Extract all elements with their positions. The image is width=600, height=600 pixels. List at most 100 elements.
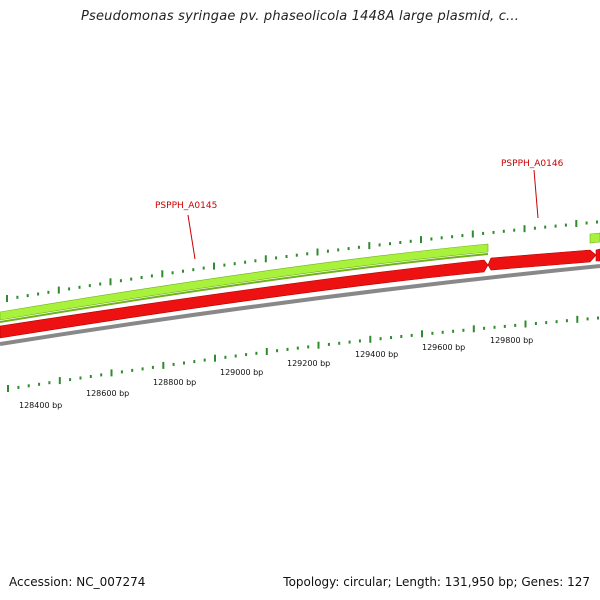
outer-tick [337, 248, 340, 252]
gene-feature-reverse-2[interactable] [487, 249, 597, 271]
inner-tick-marks [7, 315, 599, 392]
inner-tick [151, 365, 154, 369]
inner-tick [410, 333, 413, 337]
inner-tick [100, 373, 103, 377]
outer-tick [254, 259, 257, 263]
inner-tick [514, 323, 517, 327]
inner-tick [483, 326, 486, 330]
outer-tick [57, 286, 60, 294]
ruler-label: 129800 bp [490, 336, 533, 345]
inner-tick [48, 381, 51, 385]
inner-tick [255, 351, 258, 355]
outer-tick [213, 262, 215, 270]
outer-tick [306, 252, 309, 256]
outer-tick [399, 241, 402, 244]
inner-tick [17, 385, 20, 389]
inner-tick [89, 375, 92, 378]
outer-tick [502, 229, 505, 233]
inner-tick [452, 329, 455, 333]
inner-tick [421, 330, 423, 338]
inner-tick [203, 358, 206, 362]
outer-tick [471, 230, 474, 238]
outer-tick [37, 292, 40, 296]
inner-tick [576, 315, 579, 323]
gene-feature-forward-2[interactable] [589, 232, 600, 244]
outer-tick [316, 248, 319, 256]
inner-tick [524, 320, 527, 328]
gene-feature-reverse-3[interactable] [595, 248, 600, 262]
inner-tick [586, 317, 589, 321]
ruler-label: 129600 bp [422, 343, 465, 352]
outer-tick [492, 230, 495, 234]
ruler-label: 129000 bp [220, 368, 263, 377]
map-summary-text: Topology: circular; Length: 131,950 bp; … [283, 575, 590, 589]
outer-tick [451, 235, 454, 239]
outer-tick [192, 268, 195, 272]
inner-tick [276, 349, 279, 353]
gene-feature-forward-1[interactable] [0, 243, 489, 321]
outer-tick [295, 253, 298, 257]
ruler-labels: 128400 bp 128600 bp 128800 bp 129000 bp 1292… [19, 336, 533, 410]
outer-tick [461, 234, 464, 238]
inner-tick [317, 341, 320, 349]
outer-tick [564, 223, 567, 227]
outer-tick [130, 277, 133, 281]
inner-tick [110, 369, 113, 377]
forward-track-shadow [0, 253, 489, 323]
gene-feature-reverse-1[interactable] [0, 259, 489, 339]
ruler-label: 129200 bp [287, 359, 330, 368]
inner-tick [245, 353, 248, 357]
outer-tick [109, 278, 112, 286]
outer-tick [202, 266, 205, 270]
outer-tick [119, 279, 122, 283]
outer-tick [326, 249, 329, 253]
inner-tick [120, 370, 123, 374]
outer-tick [554, 224, 557, 228]
outer-tick [233, 262, 236, 266]
outer-tick [223, 263, 226, 267]
outer-tick [275, 256, 278, 260]
inner-tick [358, 339, 361, 343]
outer-tick [420, 236, 422, 244]
outer-tick [430, 237, 433, 241]
outer-tick [99, 282, 102, 286]
outer-tick [523, 225, 526, 233]
ruler-label: 128800 bp [153, 378, 196, 387]
outer-tick [150, 274, 153, 278]
gene-label-pspph_a0146[interactable]: PSPPH_A0146 [501, 159, 564, 169]
outer-tick [47, 290, 50, 294]
outer-tick [585, 221, 588, 225]
inner-tick [348, 340, 351, 344]
ruler-label: 128400 bp [19, 401, 62, 410]
outer-tick [482, 231, 485, 235]
gene-label-pspph_a0145[interactable]: PSPPH_A0145 [155, 201, 217, 211]
inner-tick [27, 384, 30, 388]
inner-tick [555, 320, 558, 324]
outer-tick [596, 220, 598, 224]
outer-tick [368, 242, 371, 250]
inner-tick [503, 324, 506, 328]
inner-tick [296, 346, 299, 350]
outer-tick [389, 242, 391, 246]
outer-tick [78, 285, 81, 289]
outer-tick [171, 271, 174, 275]
inner-tick [7, 385, 9, 392]
inner-tick [338, 341, 341, 345]
inner-tick [545, 321, 548, 325]
inner-tick [472, 325, 475, 333]
inner-tick [307, 345, 310, 349]
inner-tick [193, 360, 196, 364]
outer-tick [575, 220, 578, 227]
inner-tick [131, 368, 134, 372]
outer-tick [68, 287, 71, 291]
gene-label-leader-2 [533, 169, 539, 219]
outer-tick [347, 247, 350, 251]
inner-tick [286, 347, 289, 351]
outer-tick [182, 269, 184, 273]
outer-tick [161, 270, 164, 278]
outer-tick [440, 236, 443, 240]
inner-tick [379, 337, 382, 341]
inner-tick [534, 322, 537, 325]
gene-label-leader-1 [187, 214, 196, 260]
